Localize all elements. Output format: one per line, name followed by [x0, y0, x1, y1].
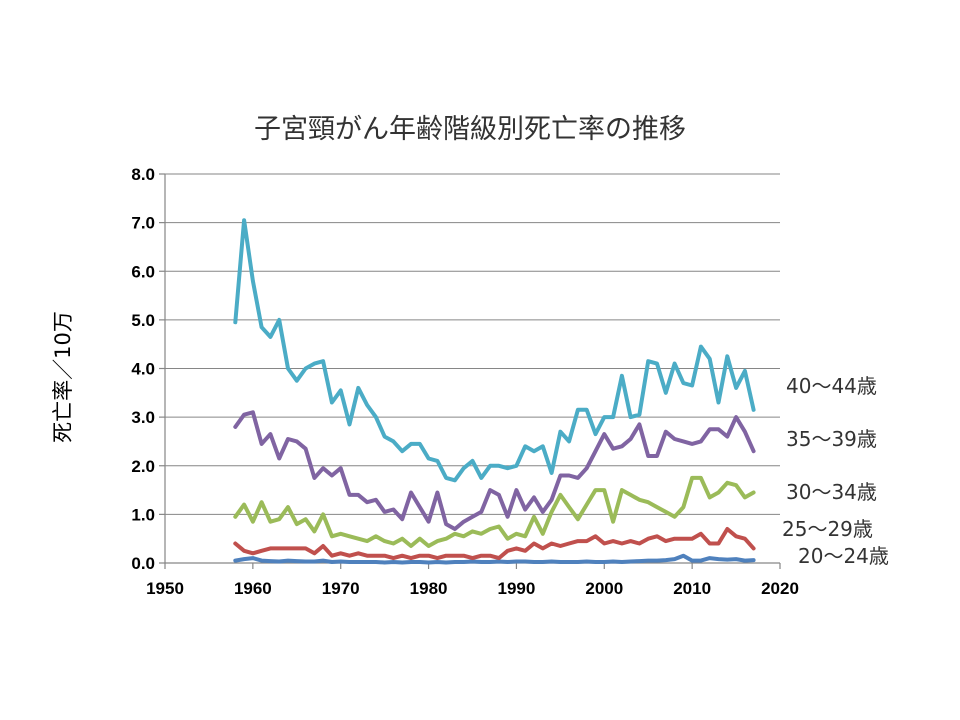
x-tick-label-7: 2020: [761, 579, 799, 598]
y-tick-label-1: 1.0: [131, 505, 155, 524]
series-label-0: 40～44歳: [786, 374, 877, 398]
x-tick-label-3: 1980: [410, 579, 448, 598]
y-tick-label-3: 3.0: [131, 408, 155, 427]
series-line-0: [233, 218, 756, 483]
series-label-1: 35～39歳: [786, 427, 877, 451]
y-tick-label-8: 8.0: [131, 165, 155, 184]
axes: [159, 173, 781, 569]
x-tick-label-6: 2010: [673, 579, 711, 598]
series-label-3: 25～29歳: [782, 517, 873, 541]
y-axis-label: 死亡率／10万: [51, 311, 75, 443]
x-tick-label-2: 1970: [322, 579, 360, 598]
series-lines: [233, 218, 756, 565]
y-tick-label-2: 2.0: [131, 457, 155, 476]
y-tick-label-5: 5.0: [131, 311, 155, 330]
x-tick-label-5: 2000: [585, 579, 623, 598]
x-tick-label-1: 1960: [234, 579, 272, 598]
series-line-2: [233, 475, 756, 548]
x-tick-label-4: 1990: [498, 579, 536, 598]
y-tick-label-6: 6.0: [131, 262, 155, 281]
chart-title: 子宮頸がん年齢階級別死亡率の推移: [254, 114, 686, 145]
y-tick-label-0: 0.0: [131, 554, 155, 573]
x-tick-label-0: 1950: [146, 579, 184, 598]
series-line-1: [233, 410, 756, 531]
grid-lines: [165, 173, 780, 515]
series-labels: 40～44歳 35～39歳 30～34歳 25～29歳 20～24歳: [782, 374, 889, 568]
series-label-2: 30～34歳: [786, 480, 877, 504]
series-line-3: [233, 527, 756, 561]
tick-labels: 0.0 1.0 2.0 3.0 4.0 5.0 6.0 7.0 8.0 1950 1960 1970 1…: [131, 165, 799, 598]
series-line-4: [233, 553, 756, 565]
series-label-4: 20～24歳: [798, 544, 889, 568]
y-tick-label-7: 7.0: [131, 214, 155, 233]
y-tick-label-4: 4.0: [131, 360, 155, 379]
